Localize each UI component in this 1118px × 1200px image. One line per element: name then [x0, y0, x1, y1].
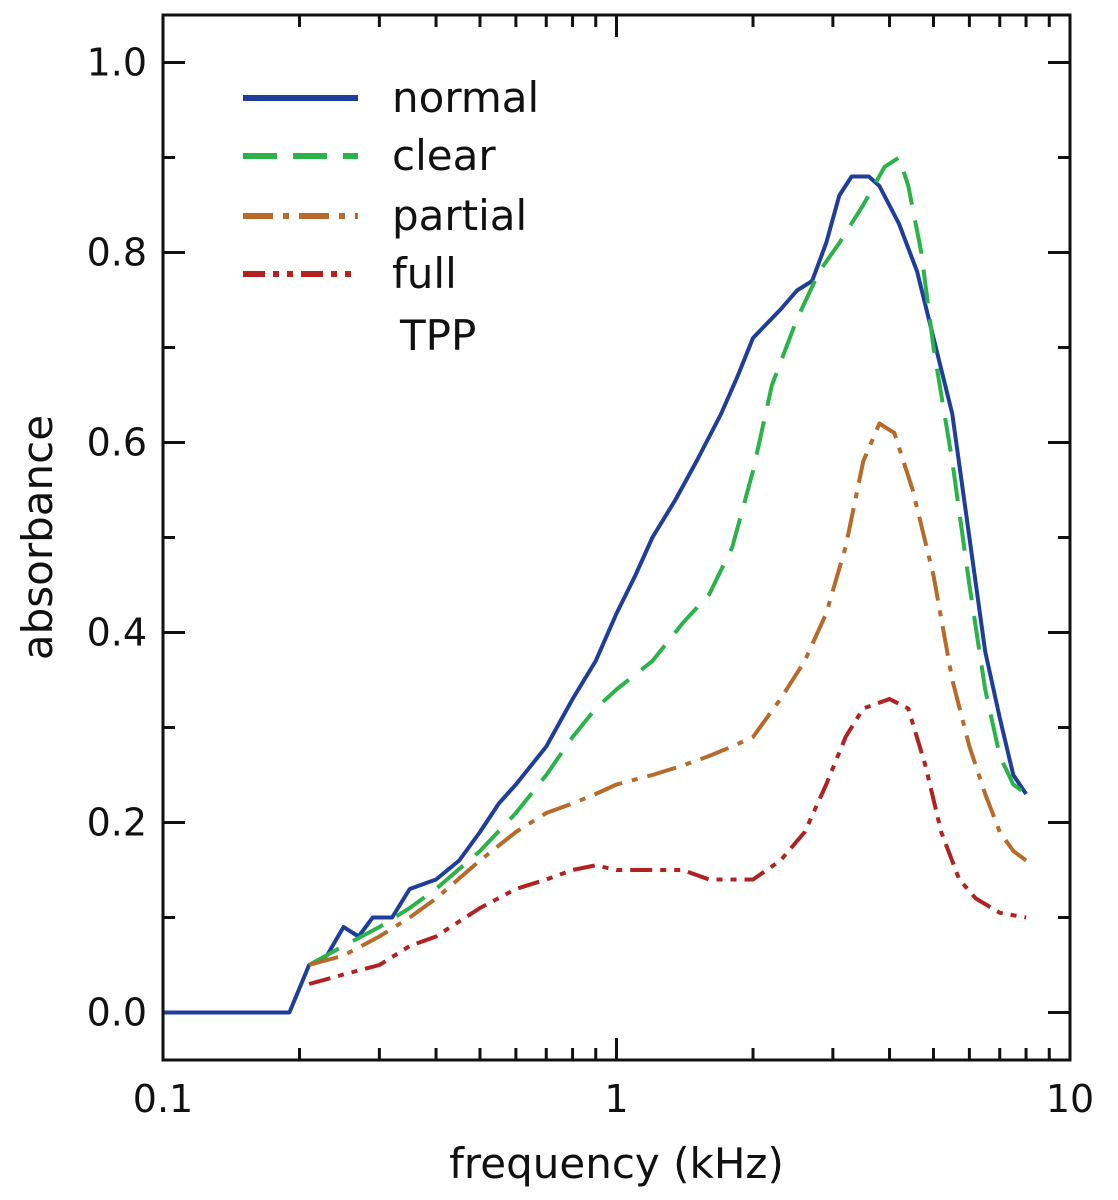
- y-tick-label: 0.4: [87, 611, 147, 655]
- y-tick-label: 0.2: [87, 801, 147, 845]
- x-tick-label: 10: [1046, 1077, 1094, 1121]
- series-line-normal: [163, 174, 1028, 1015]
- series-line-partial: [308, 421, 1028, 967]
- y-tick-label: 0.0: [87, 991, 147, 1035]
- legend-label-clear: clear: [392, 131, 496, 180]
- y-axis-label: absorbance: [13, 415, 62, 660]
- legend-title: TPP: [399, 311, 476, 360]
- ticks-layer: 0.0 0.2 0.4 0.6 0.8 1.0 0.1 1 10: [87, 15, 1094, 1121]
- series-line-full: [308, 697, 1027, 986]
- legend-label-normal: normal: [392, 73, 539, 122]
- legend-label-full: full: [392, 249, 457, 298]
- series-line-clear: [308, 155, 1028, 967]
- x-tick-label: 1: [604, 1077, 628, 1121]
- y-tick-label: 0.6: [87, 421, 147, 465]
- y-tick-label: 1.0: [87, 41, 147, 85]
- plot-frame: [161, 13, 1072, 1062]
- legend: normal clear partial full TPP: [243, 73, 539, 360]
- series-layer: [163, 155, 1028, 1015]
- x-tick-label: 0.1: [133, 1077, 193, 1121]
- y-tick-label: 0.8: [87, 231, 147, 275]
- x-axis-label: frequency (kHz): [449, 1139, 784, 1188]
- legend-label-partial: partial: [392, 191, 527, 240]
